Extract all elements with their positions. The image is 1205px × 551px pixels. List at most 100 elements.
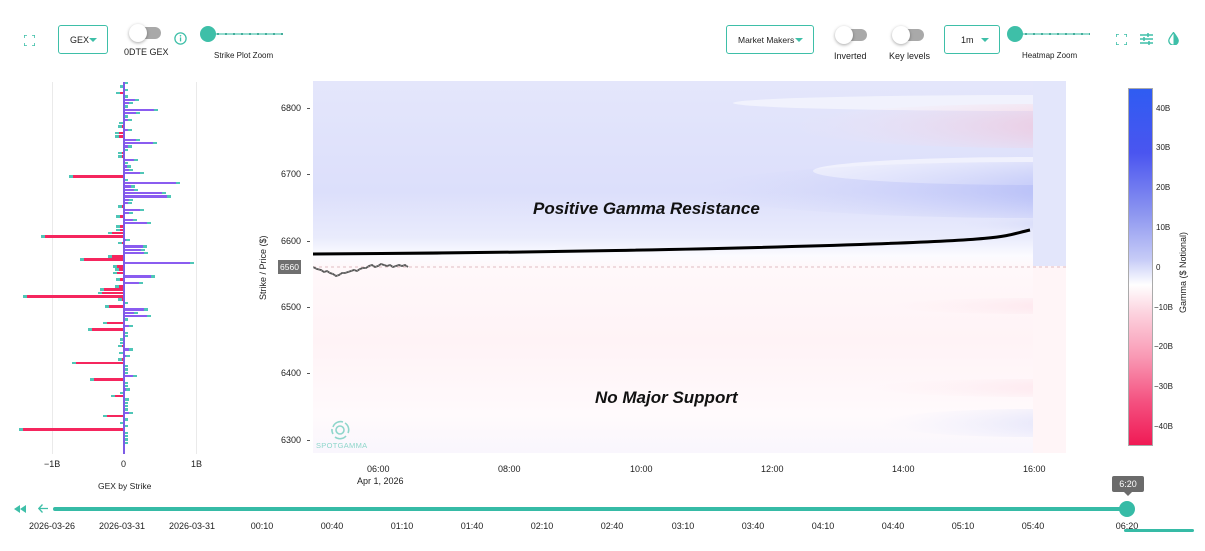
interval-select[interactable]: 1m xyxy=(944,25,1000,54)
gex-bar[interactable] xyxy=(124,101,132,105)
fullscreen-icon[interactable] xyxy=(22,33,36,47)
gex-bar[interactable] xyxy=(124,311,136,315)
key-levels-toggle[interactable] xyxy=(892,26,924,44)
gex-bar[interactable] xyxy=(102,288,124,291)
timeline-label[interactable]: 06:20 xyxy=(1115,521,1139,531)
gex-bar[interactable] xyxy=(115,265,124,268)
gex-bar[interactable] xyxy=(116,285,124,288)
timeline-label[interactable]: 04:40 xyxy=(881,521,905,531)
timeline-label[interactable]: 03:10 xyxy=(671,521,695,531)
gex-bar[interactable] xyxy=(124,188,136,191)
gex-bar[interactable] xyxy=(118,225,124,228)
info-icon[interactable] xyxy=(173,31,187,45)
gamma-heatmap[interactable]: Positive Gamma Resistance No Major Suppo… xyxy=(313,81,1066,453)
timeline-label[interactable]: 05:40 xyxy=(1021,521,1045,531)
gex-bar[interactable] xyxy=(119,358,124,361)
gex-bar[interactable] xyxy=(124,208,142,211)
gex-bar[interactable] xyxy=(124,348,132,351)
gex-bar[interactable] xyxy=(124,191,164,195)
gex-bar[interactable] xyxy=(109,231,124,235)
gex-bar[interactable] xyxy=(124,218,135,221)
gex-bar[interactable] xyxy=(104,321,124,325)
timeline-thumb[interactable] xyxy=(1119,501,1135,517)
gex-bar[interactable] xyxy=(124,248,143,251)
gex-bar[interactable] xyxy=(124,201,131,205)
timeline-label[interactable]: 04:10 xyxy=(811,521,835,531)
contrast-icon[interactable] xyxy=(1166,31,1180,46)
gex-bar[interactable] xyxy=(124,98,137,102)
gex-bar[interactable] xyxy=(124,171,142,175)
heatmap-zoom-thumb[interactable] xyxy=(1007,26,1023,42)
gex-bar[interactable] xyxy=(90,328,124,331)
gex-bar[interactable] xyxy=(24,295,124,298)
gex-bar[interactable] xyxy=(21,428,124,431)
settings-sliders-icon[interactable] xyxy=(1139,31,1154,46)
timeline-label[interactable]: 03:40 xyxy=(741,521,765,531)
gex-bar[interactable] xyxy=(124,211,132,215)
timeline-track[interactable] xyxy=(53,507,1128,511)
gex-bar[interactable] xyxy=(119,155,124,158)
gex-bar[interactable] xyxy=(124,185,133,188)
gex-bar[interactable] xyxy=(124,275,153,278)
gex-bar[interactable] xyxy=(119,345,124,348)
gex-bar[interactable] xyxy=(116,131,124,135)
gex-bar[interactable] xyxy=(116,268,124,271)
gex-bar[interactable] xyxy=(119,125,124,128)
gex-bar[interactable] xyxy=(73,361,124,365)
gex-bar[interactable] xyxy=(124,108,157,112)
timeline-label[interactable]: 2026-03-31 xyxy=(98,521,146,531)
timeline-label[interactable]: 2026-03-26 xyxy=(28,521,76,531)
fast-rewind-icon[interactable] xyxy=(13,503,27,515)
gex-bar[interactable] xyxy=(115,271,124,275)
gex-bar[interactable] xyxy=(99,291,124,295)
timeline-label[interactable]: 01:10 xyxy=(390,521,414,531)
gex-bar[interactable] xyxy=(124,221,150,225)
gex-bar[interactable] xyxy=(71,175,124,178)
timeline-label[interactable]: 02:10 xyxy=(530,521,554,531)
timeline-label[interactable]: 05:10 xyxy=(951,521,975,531)
gex-bar[interactable] xyxy=(124,261,192,265)
gex-bar[interactable] xyxy=(113,395,124,398)
odte-gex-toggle[interactable] xyxy=(129,24,161,42)
gex-bar[interactable] xyxy=(124,111,139,115)
strike-zoom-thumb[interactable] xyxy=(200,26,216,42)
gex-bar[interactable] xyxy=(119,241,124,245)
gex-bar[interactable] xyxy=(124,195,169,198)
gex-bar[interactable] xyxy=(124,118,130,122)
gex-bar[interactable] xyxy=(124,325,132,328)
gex-bar[interactable] xyxy=(124,168,132,171)
timeline-label[interactable]: 00:40 xyxy=(320,521,344,531)
timeline-label[interactable]: 00:10 xyxy=(250,521,274,531)
gex-bar[interactable] xyxy=(118,91,124,95)
gex-bar[interactable] xyxy=(124,251,146,255)
participant-select[interactable]: Market Makers xyxy=(726,25,814,54)
gex-bar[interactable] xyxy=(124,308,146,311)
gex-bar[interactable] xyxy=(124,375,135,378)
gex-bar[interactable] xyxy=(116,135,124,138)
gex-bar[interactable] xyxy=(124,165,130,168)
gex-bar[interactable] xyxy=(124,128,130,131)
gex-bar[interactable] xyxy=(124,245,145,248)
timeline-label[interactable]: 01:40 xyxy=(460,521,484,531)
arrow-left-icon[interactable] xyxy=(36,502,50,515)
gex-bar[interactable] xyxy=(124,138,139,141)
gex-bar[interactable] xyxy=(124,141,155,145)
gex-bar[interactable] xyxy=(124,355,129,358)
gex-bar[interactable] xyxy=(104,415,124,418)
gex-bar[interactable] xyxy=(124,158,137,161)
gex-bar[interactable] xyxy=(82,258,124,261)
inverted-toggle[interactable] xyxy=(835,26,867,44)
gex-bar[interactable] xyxy=(124,145,130,148)
gex-bar[interactable] xyxy=(110,255,124,258)
fullscreen-icon[interactable] xyxy=(1114,32,1128,46)
gex-bar[interactable] xyxy=(118,215,124,218)
timeline-label[interactable]: 2026-03-31 xyxy=(168,521,216,531)
timeline-label[interactable]: 02:40 xyxy=(600,521,624,531)
gex-bar[interactable] xyxy=(124,281,142,285)
gex-bar[interactable] xyxy=(124,411,132,415)
metric-select[interactable]: GEX xyxy=(58,25,108,54)
gex-bar[interactable] xyxy=(43,235,124,238)
gex-bar[interactable] xyxy=(107,305,124,308)
gex-bar[interactable] xyxy=(124,181,178,185)
gex-bar[interactable] xyxy=(91,378,124,381)
